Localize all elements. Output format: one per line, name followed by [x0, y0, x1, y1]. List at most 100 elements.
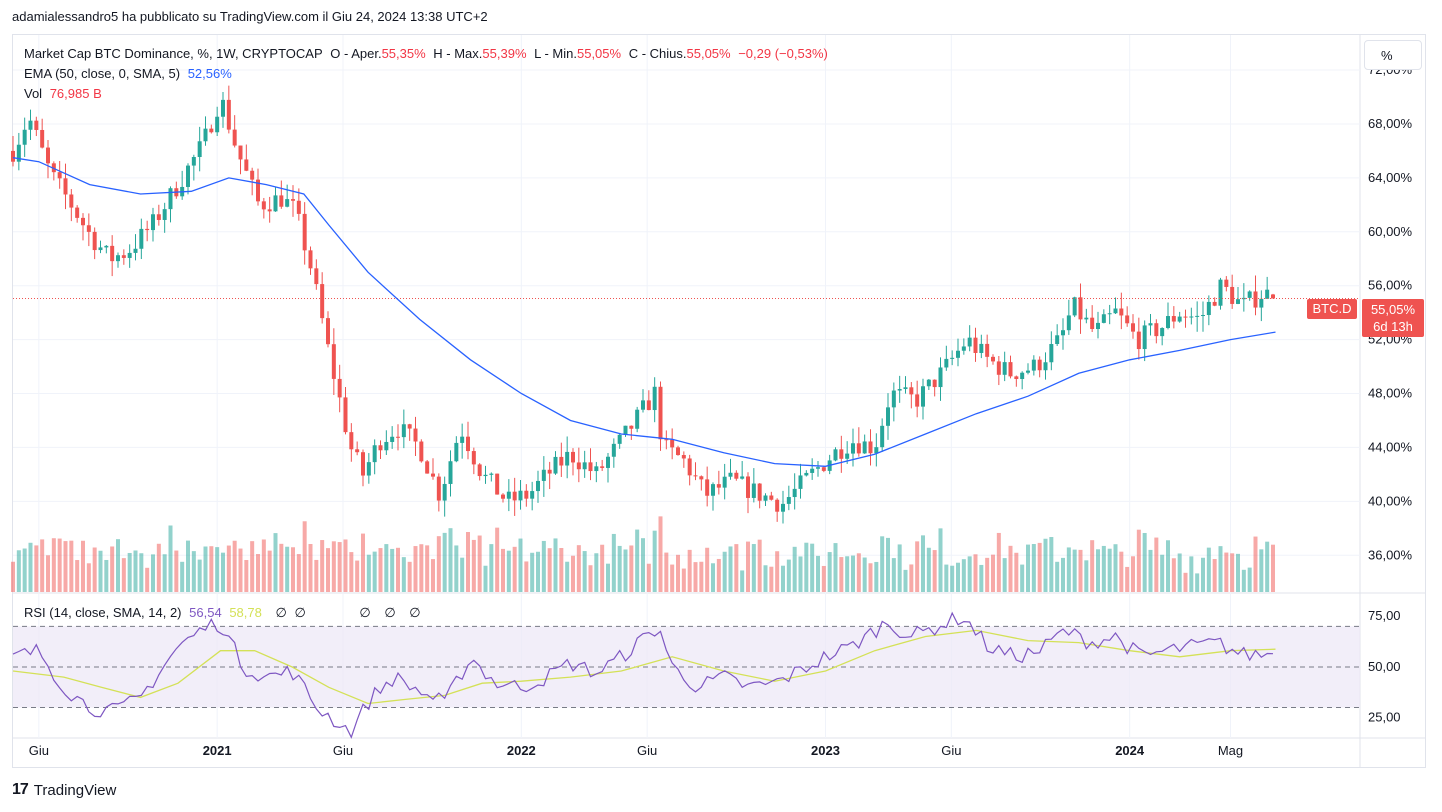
candle [1212, 301, 1217, 306]
volume-bar [291, 547, 295, 592]
candle [606, 456, 610, 468]
candle [22, 129, 27, 145]
candle [384, 441, 389, 451]
x-tick-label: 2022 [507, 743, 536, 758]
volume-bar [897, 544, 902, 592]
candle [926, 379, 931, 387]
candle [221, 99, 225, 117]
candle [973, 337, 978, 353]
volume-bar [413, 546, 418, 592]
candle [1049, 344, 1054, 363]
volume-bar [331, 541, 336, 592]
volume-bar [775, 551, 780, 592]
legend-main: Market Cap BTC Dominance, %, 1W, CRYPTOC… [24, 46, 832, 61]
candle [1224, 279, 1229, 287]
candle [617, 434, 622, 444]
candle [1201, 315, 1205, 317]
volume-bar [1008, 545, 1013, 592]
candle [483, 474, 488, 477]
volume-bar [320, 540, 325, 592]
volume-bar [1113, 544, 1118, 592]
volume-bar [798, 556, 803, 592]
volume-bar [1084, 560, 1089, 592]
volume-bar [1148, 549, 1153, 592]
candle [856, 443, 861, 454]
volume-bar [232, 540, 237, 592]
candle [1189, 316, 1194, 318]
candle [279, 195, 284, 207]
candle [763, 495, 768, 501]
candle [979, 343, 984, 353]
candle [343, 397, 348, 433]
candle [110, 245, 115, 262]
candle [226, 99, 231, 130]
volume-bar [1049, 537, 1054, 592]
candle [915, 394, 920, 407]
candle [897, 389, 902, 391]
volume-bar [302, 521, 307, 592]
volume-bar [92, 547, 97, 592]
volume-bar [559, 548, 564, 592]
volume-bar [973, 554, 978, 592]
candle [34, 120, 39, 130]
candle [967, 337, 972, 347]
volume-bar [804, 542, 809, 592]
candle [419, 441, 424, 462]
volume-bar [1142, 532, 1147, 592]
candle [1136, 331, 1141, 350]
volume-bar [512, 546, 517, 592]
y-tick-label: 56,00% [1368, 278, 1413, 293]
volume-bar [582, 551, 587, 592]
candle [121, 255, 126, 258]
volume-bar [1096, 549, 1100, 592]
candle [891, 390, 896, 408]
volume-bar [81, 540, 85, 592]
volume-bar [635, 529, 640, 592]
volume-bar [174, 550, 179, 592]
candle [454, 442, 459, 462]
volume-bar [1265, 541, 1270, 592]
volume-bar [629, 545, 634, 592]
candle [1119, 308, 1124, 316]
volume-bar [86, 563, 91, 592]
candle [880, 425, 885, 448]
candle [98, 247, 103, 251]
candle [436, 476, 441, 501]
volume-bar [915, 541, 920, 592]
volume-bar [1160, 554, 1165, 592]
volume-bar [390, 548, 395, 592]
volume-bar [711, 563, 715, 592]
volume-bar [1125, 566, 1130, 592]
candle [961, 346, 966, 351]
candle [821, 467, 826, 471]
volume-bar [868, 563, 873, 592]
footer-brand: TradingView [33, 781, 117, 799]
candle [722, 476, 727, 488]
candle [1236, 299, 1240, 304]
candle [921, 386, 925, 407]
percent-scale-button[interactable]: % [1364, 40, 1422, 70]
candle [1055, 335, 1060, 345]
volume-bar [495, 527, 500, 592]
volume-bar [1224, 552, 1229, 592]
volume-bar [34, 545, 39, 592]
volume-bar [425, 545, 430, 592]
candle [553, 456, 558, 474]
volume-bar [238, 548, 243, 592]
candle [536, 480, 540, 492]
volume-bar [489, 544, 494, 592]
volume-bar [466, 532, 470, 592]
volume-bar [401, 557, 406, 592]
footer[interactable]: 17 TradingView [12, 781, 116, 799]
volume-bar [821, 565, 826, 592]
y-tick-label: 68,00% [1368, 116, 1413, 131]
volume-bar [191, 551, 196, 592]
volume-bar [786, 559, 791, 592]
volume-bar [617, 545, 622, 592]
volume-bar [1166, 540, 1170, 592]
candle [664, 439, 669, 441]
candle [541, 469, 546, 481]
candle [716, 484, 721, 488]
price-badge-value: 55,05% [1370, 302, 1416, 317]
